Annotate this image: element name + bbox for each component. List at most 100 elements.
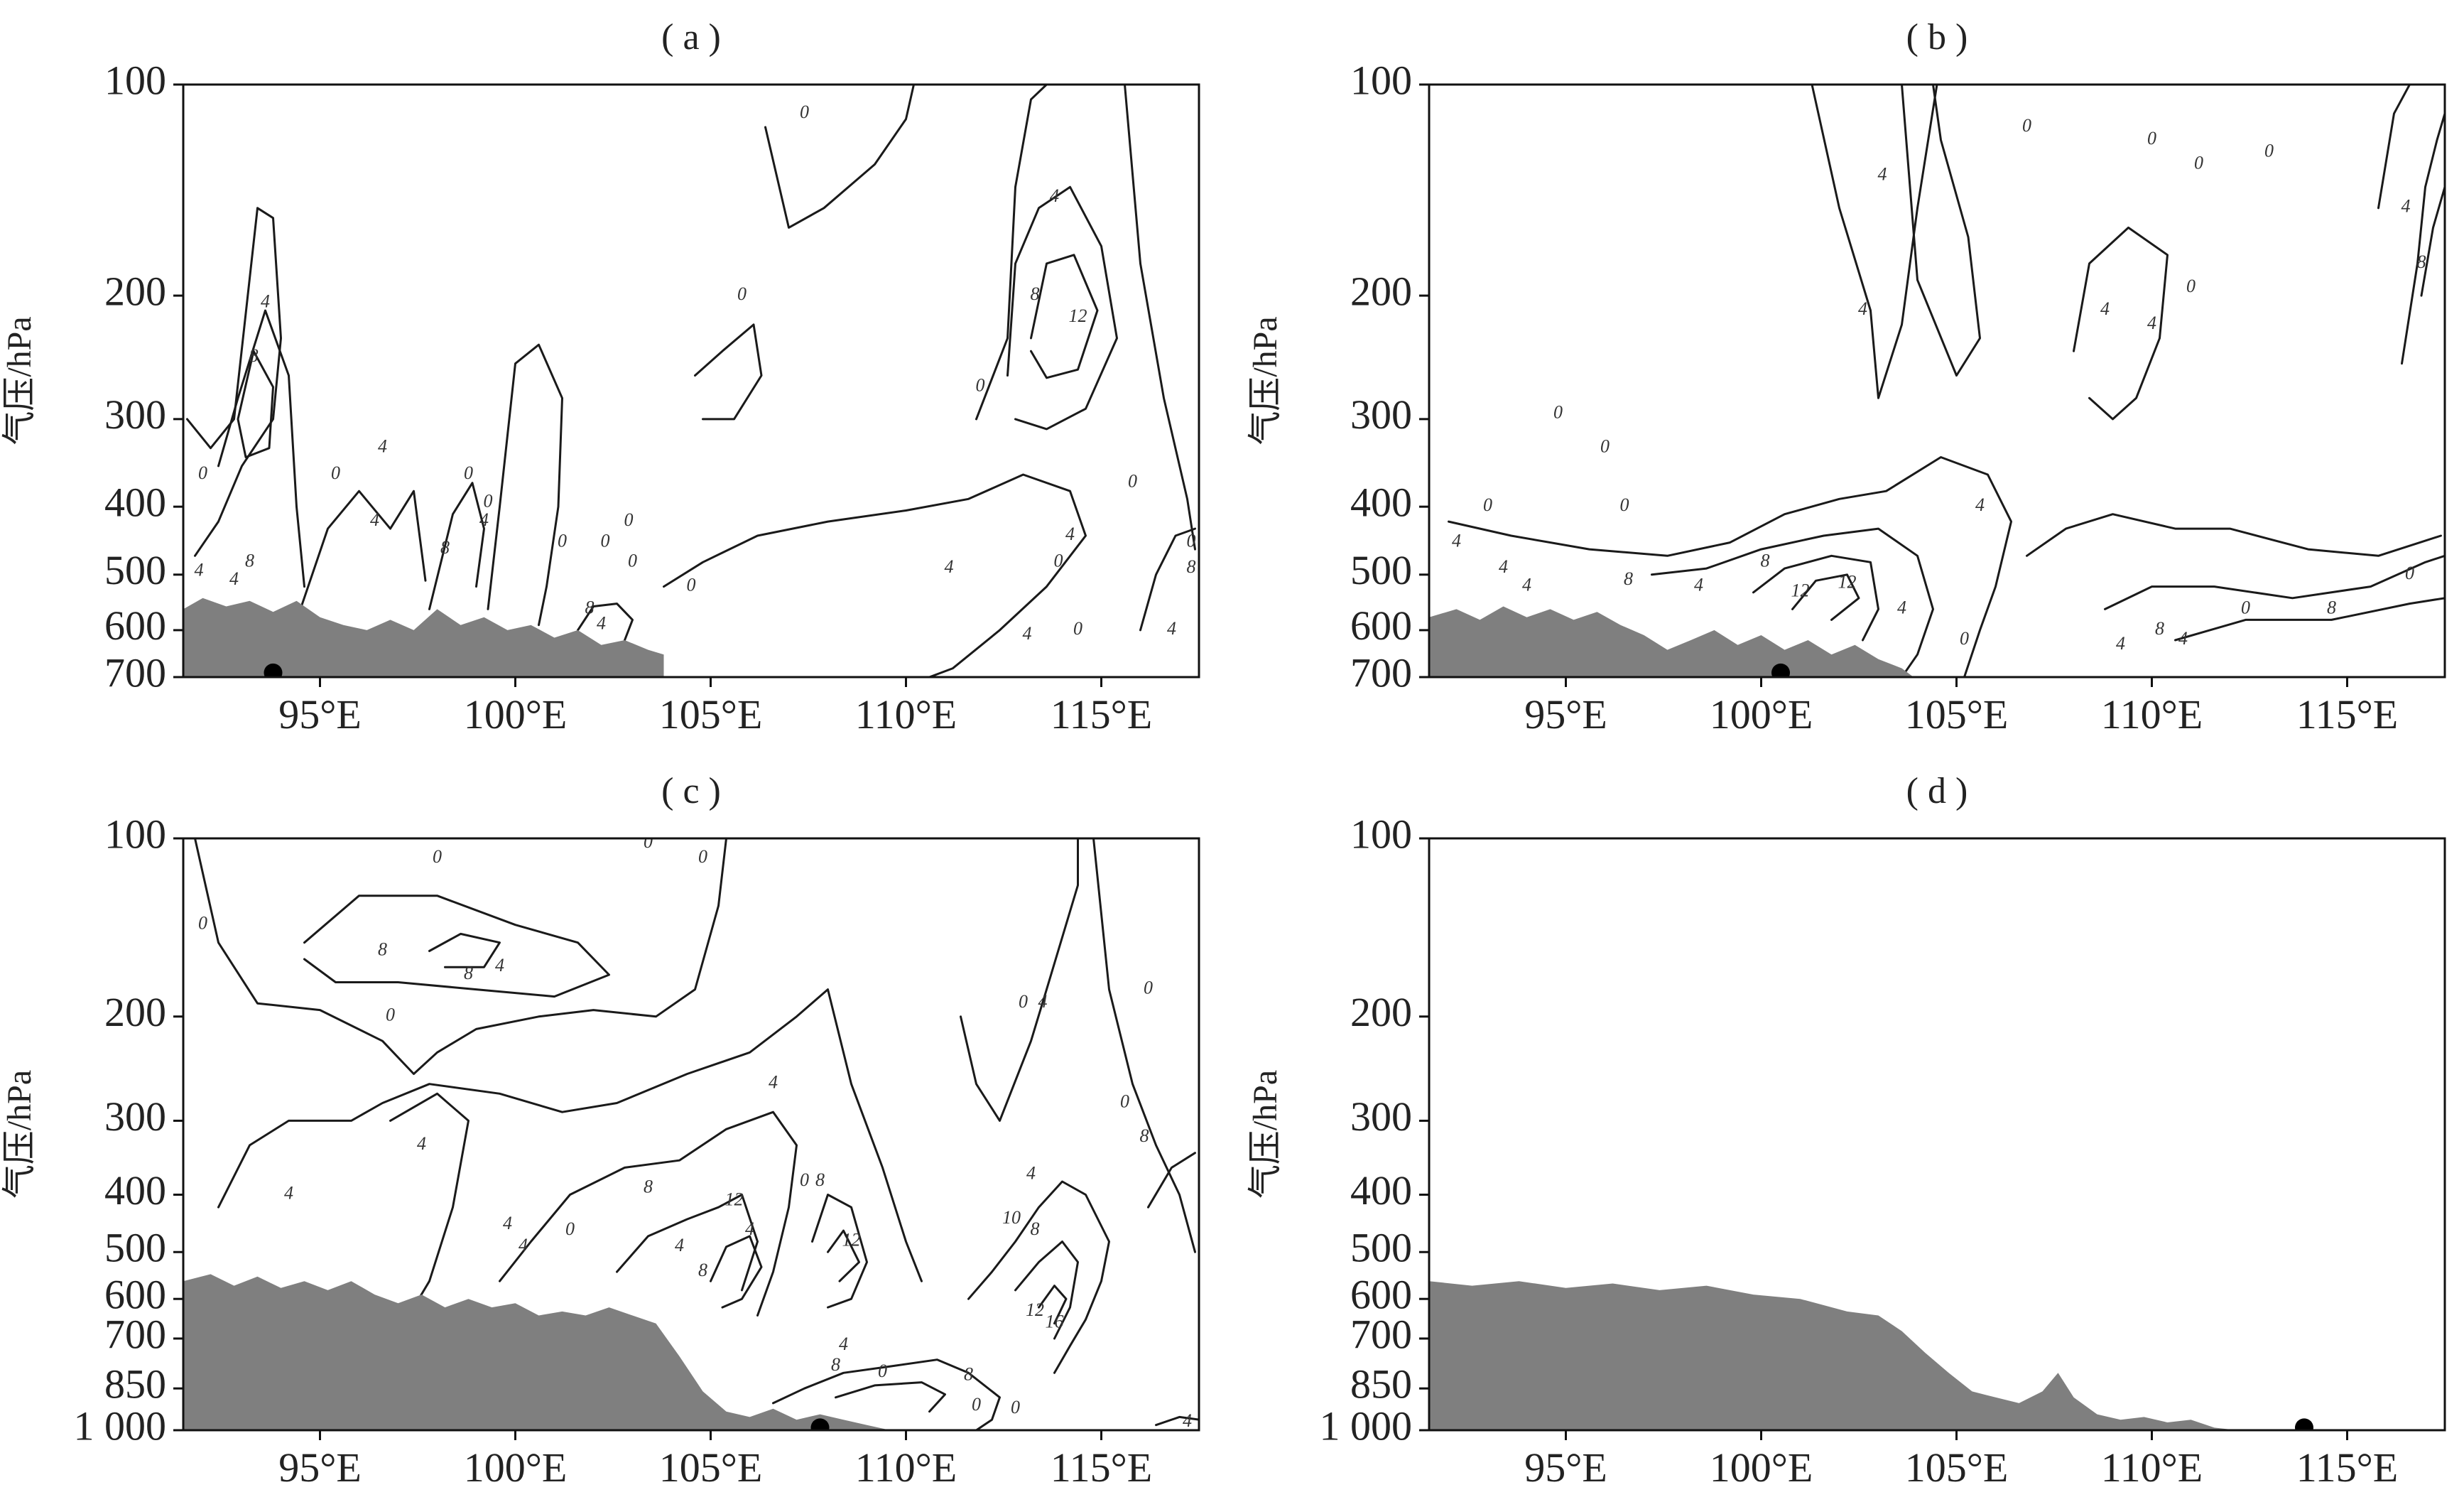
y-tick-label: 100 [104,811,166,857]
contour-label: 4 [1452,531,1461,551]
contour-label: 8 [440,537,450,558]
contour-line-4 [2104,554,2445,610]
contour-line-4 [217,309,305,588]
contour-label: 8 [585,597,595,617]
x-tick-label: 110°E [855,1444,957,1491]
contour-label: 0 [1483,495,1492,515]
contour-label: 4 [2178,628,2188,649]
contour-label: 0 [878,1361,887,1381]
contour-label: 4 [284,1182,293,1203]
contour-label: 4 [1858,298,1867,319]
contour-label: 0 [1128,471,1137,492]
y-tick-label: 300 [1350,391,1412,438]
contour-line-8 [303,895,610,998]
contour-label: 4 [2401,196,2411,217]
contour-line-0 [2026,513,2442,557]
contour-label: 4 [1065,524,1075,544]
contour-line-0 [2377,85,2411,210]
x-tick-label: 95°E [1524,691,1607,737]
contour-label: 0 [1553,402,1563,423]
panel-d-frame [1428,837,2446,1432]
site-marker [810,1418,830,1430]
contour-label: 0 [644,831,653,852]
contour-line-0 [663,473,1087,677]
contour-line-0 [577,602,634,642]
y-tick-label: 850 [1350,1361,1412,1407]
contour-label: 12 [1791,580,1810,601]
y-tick-label: 700 [1350,1311,1412,1357]
x-tick-label: 115°E [1051,1444,1152,1491]
contour-label: 4 [503,1213,512,1233]
contour-label: 4 [1023,623,1032,644]
contour-label: 4 [495,955,504,976]
contour-label: 0 [737,283,747,304]
contour-label: 8 [1624,568,1633,589]
contour-label: 4 [2147,313,2156,333]
contour-line-4 [499,1110,798,1317]
contour-line-0 [194,838,727,1075]
contour-label: 0 [484,491,493,512]
contour-label: 8 [1187,556,1196,577]
contour-label: 8 [1031,1218,1040,1239]
contour-label: 8 [964,1364,973,1385]
contour-label: 4 [745,1218,754,1239]
contour-label: 0 [565,1218,575,1239]
contour-line-12 [1038,1285,1068,1325]
contour-label: 4 [1522,575,1531,595]
contour-label: 0 [1187,531,1196,551]
contour-label: 16 [1046,1312,1064,1332]
contour-label: 0 [198,913,207,934]
contour-line-4 [1155,1415,1199,1427]
contour-line-12 [1791,573,1860,621]
contour-label: 0 [464,463,473,483]
contour-label: 0 [2405,563,2414,583]
contour-line-8 [1752,554,1879,642]
x-tick-label: 105°E [1905,1444,2009,1491]
site-marker [1771,663,1790,677]
contour-line-0 [694,323,763,421]
y-tick-label: 200 [104,268,166,314]
contour-label: 4 [519,1235,528,1255]
contour-label: 8 [249,345,259,366]
contour-label: 8 [1761,550,1770,571]
contour-line-0 [960,838,1079,1122]
y-tick-label: 600 [104,1272,166,1318]
contour-label: 4 [1167,618,1176,639]
contour-label: 4 [370,509,379,530]
contour-label: 8 [2327,597,2336,617]
y-tick-label: 400 [104,479,166,525]
x-tick-label: 95°E [1524,1444,1607,1491]
contour-line-0 [186,207,282,557]
contour-line-4 [1139,527,1196,632]
x-tick-label: 100°E [464,1444,568,1491]
contour-line-12 [710,1235,763,1309]
x-tick-label: 105°E [1905,691,2009,737]
contour-line-8 [1030,254,1099,379]
contour-line-4 [967,1180,1110,1374]
contour-label: 8 [831,1354,840,1375]
contour-label: 4 [597,613,606,634]
panel-d-title: ( d ) [1906,771,1968,811]
contour-label: 0 [1144,978,1153,998]
contour-label: 0 [687,575,696,595]
contour-line-4 [389,1092,470,1309]
contour-line-0 [1092,838,1196,1253]
contour-label: 4 [2116,633,2125,654]
y-axis-title: 气压/hPa [1,316,38,445]
y-tick-label: 500 [104,547,166,593]
x-tick-label: 110°E [2101,691,2203,737]
panel-a-title: ( a ) [661,17,721,58]
x-tick-label: 105°E [659,691,763,737]
contour-line-8 [1147,1152,1196,1209]
contour-line-8 [1014,1241,1079,1340]
contour-label: 4 [1026,1162,1036,1183]
contour-label: 0 [1960,628,1969,649]
contour-label: 0 [698,846,707,867]
y-tick-label: 200 [104,989,166,1035]
contour-line-12 [827,1229,860,1282]
contour-label: 0 [2022,115,2031,136]
x-tick-label: 95°E [278,1444,362,1491]
